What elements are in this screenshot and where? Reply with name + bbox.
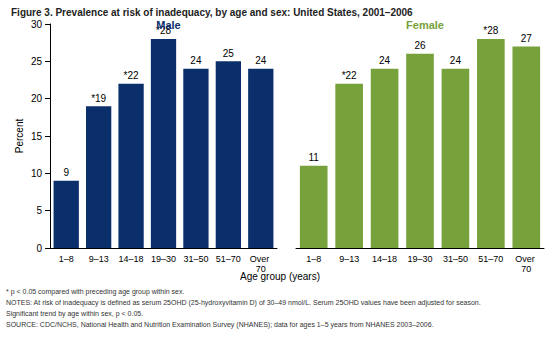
svg-text:Over: Over — [515, 254, 537, 264]
svg-text:14–18: 14–18 — [119, 254, 144, 264]
svg-text:Figure 3. Prevalence at risk o: Figure 3. Prevalence at risk of inadequa… — [11, 7, 413, 18]
svg-text:Significant trend by age withi: Significant trend by age within sex, p <… — [6, 310, 143, 318]
svg-text:24: 24 — [450, 55, 462, 66]
svg-text:25: 25 — [223, 48, 235, 59]
svg-text:31–50: 31–50 — [443, 254, 468, 264]
svg-text:0: 0 — [36, 243, 42, 254]
svg-text:19–30: 19–30 — [407, 254, 432, 264]
svg-text:27: 27 — [521, 33, 533, 44]
svg-text:NOTES: At risk of inadequacy i: NOTES: At risk of inadequacy is defined … — [6, 299, 481, 307]
svg-text:*28: *28 — [483, 25, 498, 36]
svg-text:Over: Over — [250, 254, 272, 264]
svg-text:* p < 0.05 compared with prece: * p < 0.05 compared with preceding age g… — [6, 288, 184, 296]
svg-text:Male: Male — [156, 19, 180, 31]
svg-text:*28: *28 — [156, 25, 171, 37]
svg-text:Female: Female — [406, 19, 444, 31]
svg-text:*22: *22 — [124, 70, 139, 81]
svg-text:24: 24 — [255, 55, 267, 66]
svg-text:11: 11 — [309, 152, 320, 163]
svg-text:Percent: Percent — [14, 119, 25, 154]
svg-text:70: 70 — [521, 264, 531, 274]
svg-text:9–13: 9–13 — [339, 254, 359, 264]
svg-text:51–70: 51–70 — [216, 254, 241, 264]
svg-text:26: 26 — [414, 40, 426, 51]
svg-text:Age group (years): Age group (years) — [240, 271, 320, 282]
svg-text:SOURCE: CDC/NCHS, National Hea: SOURCE: CDC/NCHS, National Health and Nu… — [6, 321, 434, 329]
svg-text:15: 15 — [31, 131, 43, 142]
svg-text:24: 24 — [379, 55, 391, 66]
svg-text:9–13: 9–13 — [89, 254, 109, 264]
svg-text:30: 30 — [31, 19, 43, 30]
svg-text:*19: *19 — [91, 93, 106, 104]
svg-text:24: 24 — [190, 55, 202, 66]
svg-text:10: 10 — [31, 168, 43, 179]
svg-text:70: 70 — [256, 264, 266, 274]
svg-text:1–8: 1–8 — [306, 254, 321, 264]
svg-text:14–18: 14–18 — [372, 254, 397, 264]
svg-text:20: 20 — [31, 93, 43, 104]
svg-text:25: 25 — [31, 56, 43, 67]
svg-text:9: 9 — [63, 167, 69, 178]
svg-text:19–30: 19–30 — [151, 254, 176, 264]
svg-text:*22: *22 — [342, 70, 357, 81]
svg-text:31–50: 31–50 — [183, 254, 208, 264]
svg-text:51–70: 51–70 — [478, 254, 503, 264]
svg-text:1–8: 1–8 — [59, 254, 74, 264]
svg-text:5: 5 — [36, 205, 42, 216]
